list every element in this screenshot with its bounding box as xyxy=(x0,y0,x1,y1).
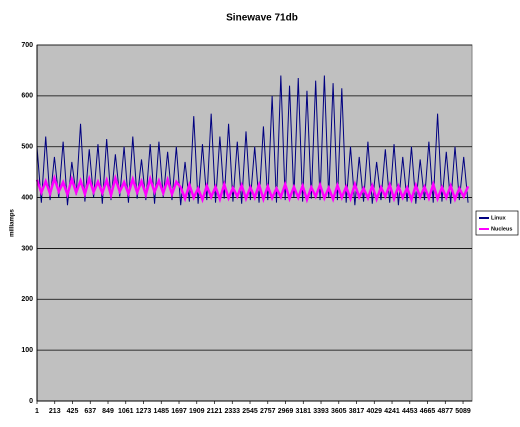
x-tick-label: 1697 xyxy=(171,408,187,415)
x-tick-label: 213 xyxy=(49,408,61,415)
x-tick-label: 4029 xyxy=(366,408,382,415)
legend xyxy=(475,210,519,236)
x-tick-label: 2757 xyxy=(260,408,276,415)
y-tick-label: 0 xyxy=(29,398,33,405)
x-tick-label: 2121 xyxy=(207,408,223,415)
x-tick-label: 637 xyxy=(84,408,96,415)
x-tick-label: 3181 xyxy=(295,408,311,415)
x-tick-label: 1061 xyxy=(118,408,134,415)
x-tick-label: 3605 xyxy=(331,408,347,415)
x-tick-label: 4665 xyxy=(420,408,436,415)
series-line xyxy=(36,75,469,206)
x-tick-label: 5089 xyxy=(455,408,471,415)
x-tick-label: 4241 xyxy=(384,408,400,415)
legend-label: Nucleus xyxy=(491,226,512,232)
x-tick-label: 4877 xyxy=(437,408,453,415)
plot-area xyxy=(36,44,473,402)
y-tick-label: 600 xyxy=(21,93,33,100)
y-tick-label: 400 xyxy=(21,194,33,201)
y-tick-label: 700 xyxy=(21,42,33,49)
x-tick-label: 4453 xyxy=(402,408,418,415)
y-tick-label: 300 xyxy=(21,245,33,252)
x-tick-label: 1909 xyxy=(189,408,205,415)
legend-label: Linux xyxy=(491,215,507,221)
x-tick-label: 849 xyxy=(102,408,114,415)
x-tick-label: 3393 xyxy=(313,408,329,415)
x-tick-label: 2969 xyxy=(278,408,294,415)
x-tick-label: 1485 xyxy=(153,408,169,415)
y-axis-label: milliamps xyxy=(10,209,16,237)
x-tick-label: 2333 xyxy=(224,408,240,415)
y-tick-label: 500 xyxy=(21,144,33,151)
y-tick-label: 100 xyxy=(21,347,33,354)
chart-title: Sinewave 71db xyxy=(226,13,298,24)
x-tick-label: 425 xyxy=(67,408,79,415)
series-line xyxy=(35,173,470,204)
x-tick-label: 1 xyxy=(35,408,39,415)
y-tick-label: 200 xyxy=(21,296,33,303)
x-tick-label: 3817 xyxy=(349,408,365,415)
x-tick-label: 1273 xyxy=(136,408,152,415)
x-tick-label: 2545 xyxy=(242,408,258,415)
